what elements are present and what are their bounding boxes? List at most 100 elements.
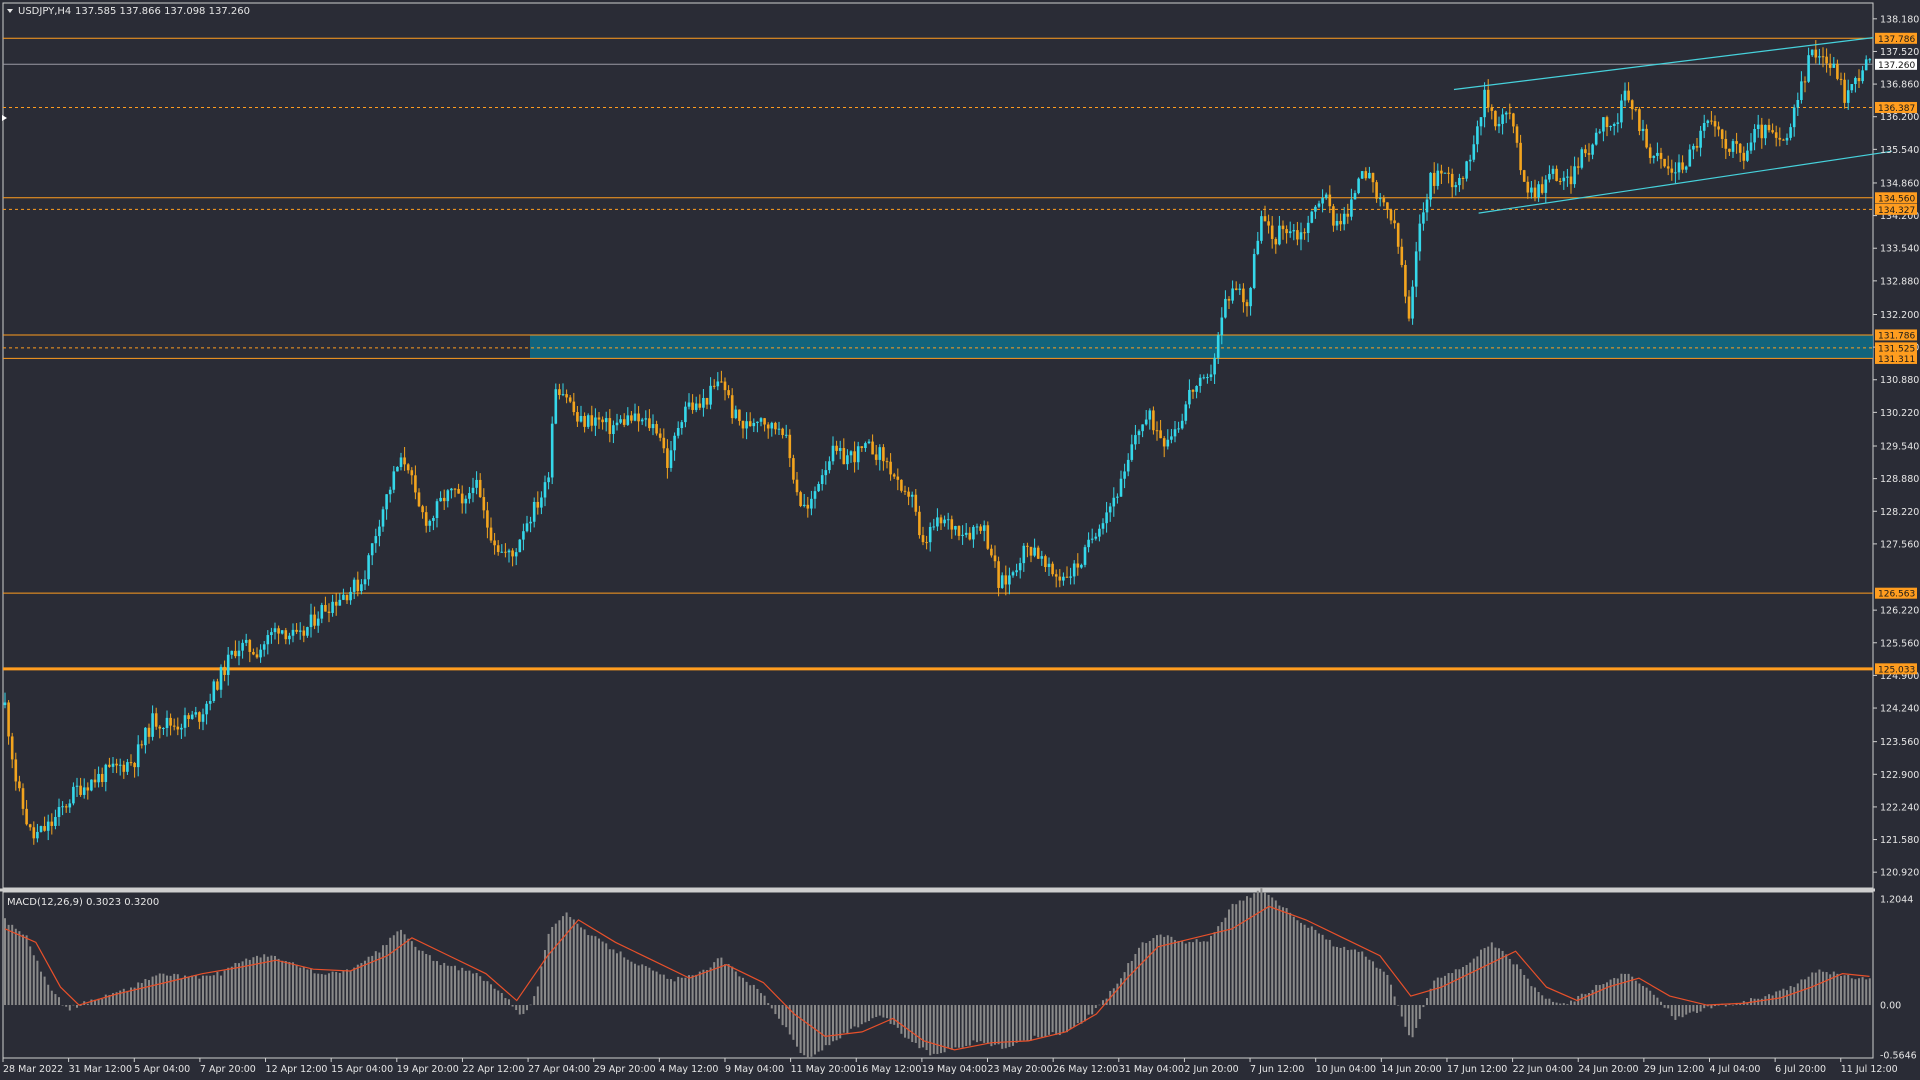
- macd-bar: [677, 976, 680, 1006]
- macd-bar: [691, 975, 694, 1006]
- macd-bar: [587, 935, 590, 1006]
- candle-body: [1184, 404, 1188, 421]
- candle-body: [39, 826, 43, 832]
- macd-bar: [180, 978, 183, 1006]
- candle-body: [1566, 176, 1569, 178]
- candle-body: [100, 773, 104, 782]
- macd-axis: 1.2044 0.00 -0.5646: [1880, 895, 1917, 1062]
- candle-body: [226, 654, 230, 675]
- candle-body: [1407, 296, 1411, 319]
- candle-body: [352, 579, 356, 592]
- candle-body: [1382, 198, 1386, 203]
- candle-body: [1335, 220, 1339, 226]
- macd-bar: [1202, 941, 1205, 1006]
- macd-bar: [1530, 986, 1533, 1006]
- macd-bar: [1444, 975, 1446, 1006]
- candle-body: [464, 498, 468, 504]
- candle-body: [1648, 147, 1652, 158]
- macd-bar: [223, 970, 226, 1006]
- candle-body: [1854, 77, 1857, 85]
- price-tick-label: 136.860: [1880, 80, 1919, 91]
- candle-body: [864, 443, 867, 449]
- candle-body: [1479, 117, 1483, 127]
- candle-body: [723, 381, 727, 391]
- candle-body: [889, 461, 892, 475]
- candle-body: [1576, 166, 1580, 168]
- macd-bar: [1102, 1000, 1104, 1006]
- candle-body: [885, 461, 889, 463]
- macd-bar: [191, 975, 194, 1006]
- candle-body: [219, 666, 223, 690]
- macd-bar: [1145, 943, 1148, 1006]
- macd-bar: [1195, 939, 1198, 1006]
- chevron-down-icon[interactable]: [7, 9, 13, 13]
- macd-bar: [929, 1005, 932, 1056]
- macd-bar: [626, 959, 629, 1006]
- macd-bar: [752, 984, 755, 1006]
- candle-body: [676, 427, 680, 436]
- time-tick-label: 4 May 12:00: [659, 1064, 718, 1075]
- candle-body: [234, 650, 237, 657]
- candle-body: [1504, 112, 1508, 115]
- macd-bar: [644, 966, 647, 1006]
- candle-body: [1796, 100, 1800, 108]
- macd-bar: [976, 1005, 978, 1043]
- macd-bar: [652, 970, 654, 1006]
- macd-bar: [346, 969, 348, 1006]
- level-badge: [1875, 352, 1917, 364]
- macd-bar: [407, 938, 410, 1006]
- candle-body: [604, 418, 608, 423]
- candle-body: [651, 424, 655, 429]
- candle-body: [36, 831, 39, 839]
- candle-body: [165, 717, 169, 728]
- candle-body: [1180, 420, 1184, 429]
- candle-body: [453, 488, 457, 490]
- candle-body: [1807, 55, 1810, 82]
- candle-body: [576, 412, 579, 422]
- macd-bar: [990, 1005, 993, 1047]
- macd-bar: [187, 976, 190, 1006]
- candle-body: [1533, 187, 1537, 198]
- candle-body: [529, 521, 532, 524]
- candle-body: [961, 534, 964, 536]
- candle-body: [1818, 56, 1821, 58]
- candle-body: [1483, 89, 1486, 118]
- macd-bar: [1073, 1005, 1076, 1027]
- level-badge-label: 131.525: [1878, 344, 1915, 354]
- price-tick-label: 136.200: [1880, 112, 1919, 123]
- macd-bar: [1858, 978, 1860, 1006]
- macd-bar: [511, 1005, 514, 1007]
- macd-bar: [306, 969, 309, 1006]
- macd-bar: [1235, 904, 1238, 1006]
- macd-bar: [284, 961, 287, 1006]
- candle-body: [1638, 109, 1641, 132]
- candle-body: [86, 787, 90, 791]
- macd-bar: [443, 962, 446, 1006]
- candle-body: [111, 763, 115, 767]
- macd-bar: [40, 971, 42, 1006]
- macd-bar: [544, 950, 546, 1006]
- macd-bar: [1148, 940, 1151, 1006]
- macd-bar: [630, 961, 633, 1006]
- candle-body: [392, 471, 396, 490]
- candle-body: [43, 826, 46, 831]
- macd-bar: [277, 958, 280, 1006]
- macd-bar: [918, 1005, 921, 1049]
- macd-bar: [1516, 964, 1518, 1006]
- candle-body: [1389, 209, 1393, 221]
- candle-body: [1278, 225, 1281, 245]
- candle-body: [831, 445, 835, 462]
- candle-body: [1537, 184, 1540, 198]
- candle-body: [237, 650, 241, 657]
- macd-bar: [940, 1005, 942, 1054]
- level-badge-label: 137.786: [1878, 35, 1915, 45]
- candle-body: [964, 532, 968, 535]
- candle-body: [428, 520, 432, 526]
- candle-body: [795, 479, 799, 493]
- macd-bar: [857, 1005, 860, 1028]
- candle-body: [338, 599, 342, 606]
- candle-body: [1512, 113, 1515, 127]
- macd-bar: [907, 1005, 910, 1039]
- candle-body: [1486, 89, 1490, 108]
